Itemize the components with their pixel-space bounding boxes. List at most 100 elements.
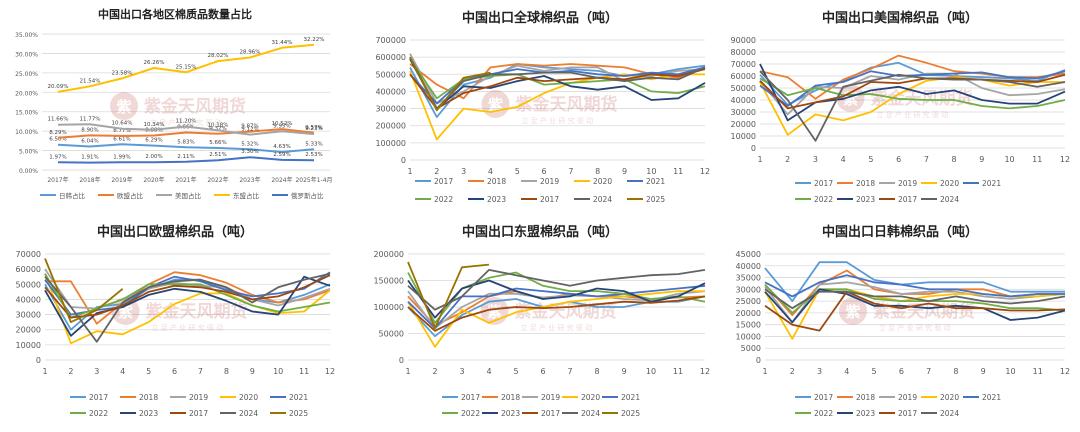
x-tick-label: 9 — [622, 167, 627, 176]
y-tick-label: 20000 — [736, 309, 761, 318]
y-tick-label: 30.00% — [15, 51, 38, 58]
legend-label: 2020 — [239, 393, 258, 402]
y-tick-label: 100000 — [375, 139, 406, 148]
data-label: 9.87% — [241, 124, 258, 130]
y-tick-label: 30000 — [731, 108, 756, 117]
y-tick-label: 25000 — [736, 297, 761, 306]
series-line-8 — [764, 288, 1066, 310]
x-tick-label: 3 — [813, 155, 818, 164]
y-tick-label: 200000 — [375, 122, 406, 131]
data-label: 10.64% — [112, 121, 133, 127]
x-tick-label: 1 — [757, 155, 762, 164]
x-tick-label: 11 — [673, 167, 683, 176]
x-tick-label: 2025年1-4月 — [295, 176, 332, 184]
x-tick-label: 4 — [486, 367, 491, 376]
data-label: 2.00% — [145, 154, 162, 160]
data-label: 1.99% — [113, 154, 130, 160]
series-line-4 — [57, 156, 315, 164]
x-tick-label: 2022年 — [207, 176, 228, 184]
chart-title: 中国出口日韩棉织品（吨） — [822, 224, 978, 240]
y-tick-label: 0 — [756, 356, 761, 365]
series-line-7 — [409, 68, 706, 110]
data-label: 5.66% — [209, 140, 226, 146]
series-line-6 — [759, 63, 1066, 122]
y-tick-label: 700000 — [375, 36, 406, 45]
series-line-8 — [407, 269, 706, 311]
legend-label: 2023 — [487, 195, 506, 204]
watermark-subtext: 立 足 产 业 研 究 驱 动 — [877, 110, 949, 119]
y-tick-label: 15.00% — [15, 110, 38, 117]
x-tick-label: 1 — [407, 167, 412, 176]
chart-panel-3: 中国出口美国棉织品（吨） 0 10000 20000 30000 40000 50000 60… — [720, 0, 1080, 214]
watermark-subtext: 立 足 产 业 研 究 驱 动 — [521, 323, 593, 332]
legend-label: 欧盟占比 — [117, 191, 144, 200]
x-tick-label: 7 — [568, 167, 573, 176]
y-tick-label: 50000 — [379, 330, 404, 339]
data-label: 10.34% — [144, 122, 165, 128]
chart-panel-5: 中国出口东盟棉织品（吨） 0 50000 100000 150000 200000 1 2 3 4… — [360, 214, 720, 428]
legend-label: 2020 — [940, 393, 959, 402]
legend-label: 2024 — [581, 409, 600, 418]
data-label: 26.26% — [144, 60, 165, 66]
y-tick-label: 100000 — [373, 303, 404, 312]
legend-label: 2022 — [461, 409, 480, 418]
x-tick-label: 11 — [1032, 155, 1042, 164]
chart-share-by-region: 中国出口各地区棉质品数量占比 0.00% 5.00% 10.00% 15.00% 20.0… — [15, 7, 332, 200]
legend-label: 2017 — [541, 409, 560, 418]
legend-label: 2024 — [940, 409, 959, 418]
x-tick-label: 2018年 — [79, 176, 100, 184]
y-tick-label: 400000 — [375, 87, 406, 96]
y-tick-label: 500000 — [375, 70, 406, 79]
data-label: 5.33% — [305, 141, 322, 147]
chart-title: 中国出口东盟棉织品（吨） — [462, 224, 618, 240]
x-tick-label: 10 — [646, 167, 656, 176]
legend-label: 2022 — [434, 195, 453, 204]
legend-label: 2017 — [461, 393, 480, 402]
y-tick-label: 0 — [36, 356, 41, 365]
y-tick-label: 60000 — [16, 265, 41, 274]
data-label: 2.51% — [209, 152, 226, 158]
y-tick-label: 0 — [751, 144, 756, 153]
data-label: 11.66% — [48, 117, 69, 123]
data-label: 5.32% — [241, 141, 258, 147]
data-label: 2.59% — [273, 152, 290, 158]
legend-label: 2018 — [856, 179, 875, 188]
x-tick-label: 3 — [461, 167, 466, 176]
data-label: 10.18% — [208, 122, 229, 128]
series-line-8 — [409, 56, 706, 110]
legend-label: 2021 — [621, 393, 640, 402]
x-tick-label: 2019年 — [111, 176, 132, 184]
legend-label: 2018 — [139, 393, 158, 402]
watermark-logo — [110, 92, 138, 120]
data-label: 9.23% — [305, 126, 322, 132]
x-tick-label: 5 — [146, 367, 151, 376]
y-tick-label: 0 — [401, 156, 406, 165]
y-tick-label: 50000 — [16, 280, 41, 289]
x-tick-label: 5 — [872, 367, 877, 376]
legend-label: 东盟占比 — [233, 191, 260, 200]
watermark-logo — [836, 84, 865, 112]
y-tick-label: 200000 — [373, 250, 404, 259]
series-line-3 — [407, 290, 705, 348]
chart-panel-4: 中国出口欧盟棉织品（吨） 0 10000 20000 30000 40000 50000 60… — [0, 214, 350, 428]
y-tick-label: 40000 — [16, 295, 41, 304]
data-label: 6.61% — [113, 136, 130, 142]
x-tick-label: 5 — [513, 367, 518, 376]
x-tick-label: 5 — [515, 167, 520, 176]
watermark: 紫紫金天风期货立 足 产 业 研 究 驱 动 — [480, 297, 617, 332]
y-tick-label: 35000 — [736, 274, 761, 283]
x-tick-label: 9 — [621, 367, 626, 376]
data-label: 31.44% — [272, 40, 293, 46]
x-tick-label: 8 — [952, 155, 957, 164]
x-tick-label: 2023年 — [239, 176, 260, 184]
legend-label: 2017 — [814, 179, 833, 188]
x-tick-label: 6 — [542, 167, 547, 176]
x-tick-label: 3 — [459, 367, 464, 376]
watermark: 紫紫金天风期货立 足 产 业 研 究 驱 动 — [836, 84, 973, 119]
legend-label: 2017 — [434, 177, 453, 186]
y-tick-label: 10000 — [736, 332, 761, 341]
watermark-subtext: 立 足 产 业 研 究 驱 动 — [152, 323, 224, 332]
x-tick-label: 2017年 — [47, 176, 68, 184]
legend-label: 俄罗斯占比 — [291, 191, 324, 200]
x-tick-label: 7 — [567, 367, 572, 376]
